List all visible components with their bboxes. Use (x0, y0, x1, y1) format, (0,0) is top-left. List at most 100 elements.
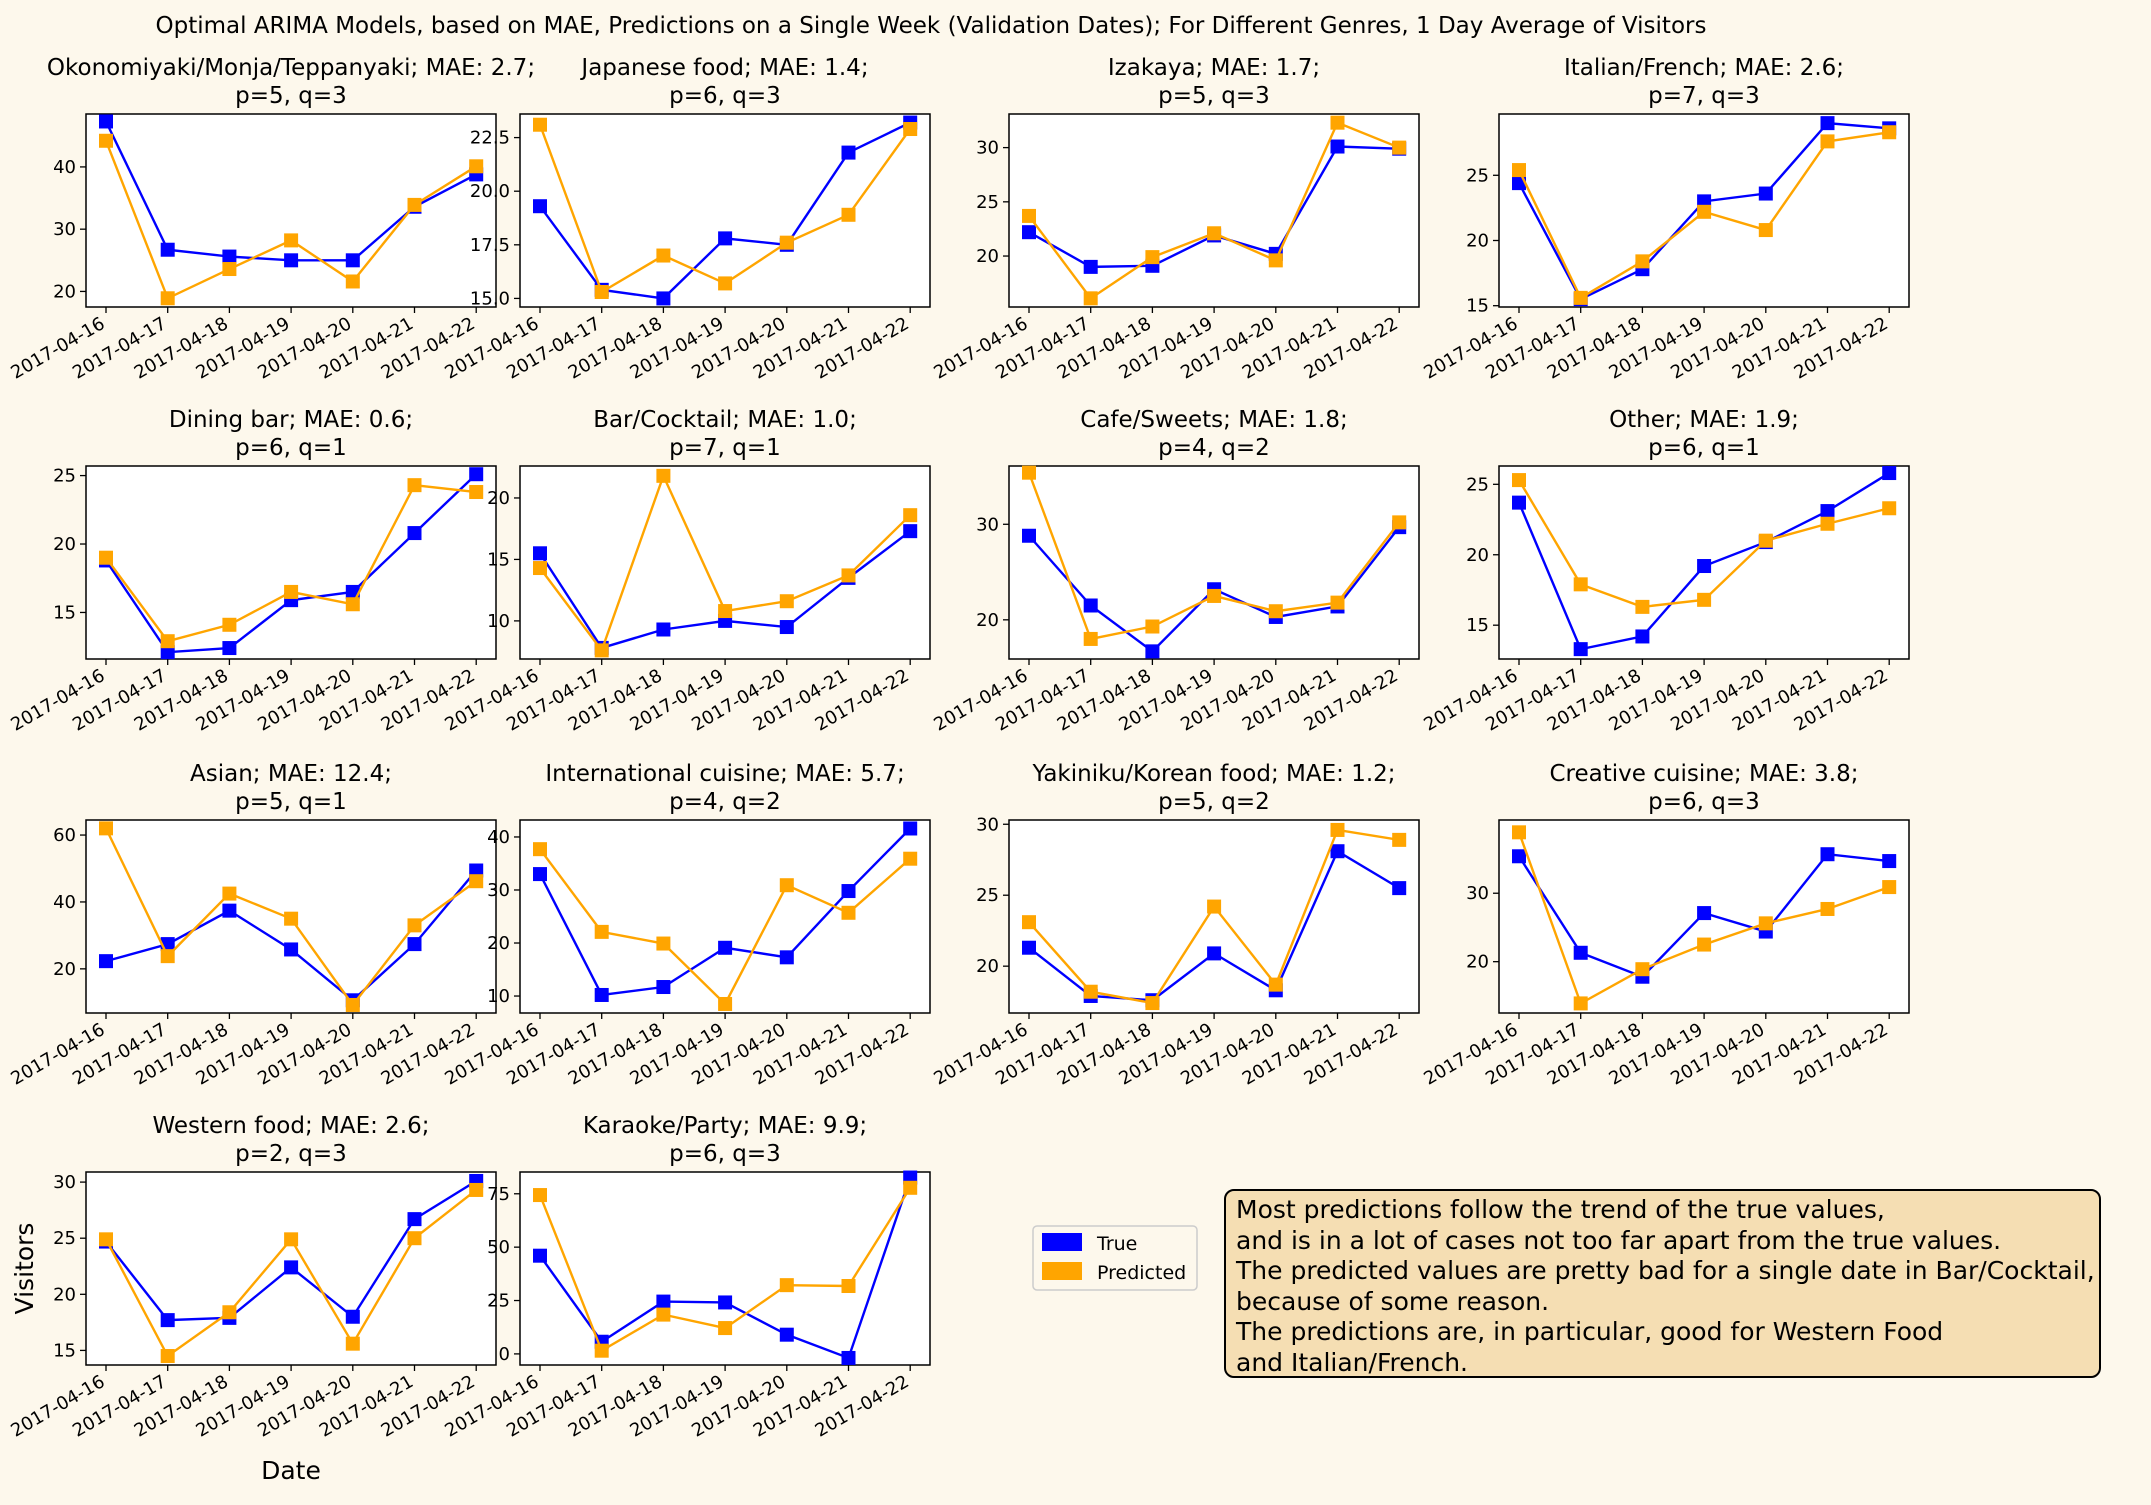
note-line-5: The predictions are, in particular, good… (1236, 1317, 1944, 1346)
chart-subtitle: p=4, q=2 (1158, 435, 1270, 461)
data-point (841, 568, 856, 583)
data-point (1512, 163, 1526, 178)
y-tick-label: 15 (1466, 615, 1489, 636)
plot-area (1008, 819, 1420, 1014)
chart-subtitle: p=5, q=2 (1158, 789, 1270, 815)
legend: True Predicted (1032, 1225, 1198, 1291)
chart-panel: Western food; MAE: 2.6;p=2, q=3152025302… (7, 1113, 497, 1485)
y-tick-label: 25 (53, 466, 76, 487)
data-point (407, 918, 422, 933)
y-tick-label: 20 (53, 281, 76, 302)
data-point (99, 133, 113, 148)
y-tick-label: 20 (487, 933, 510, 954)
data-point (469, 1182, 484, 1197)
plot-area (1008, 465, 1420, 660)
y-tick-label: 15.0 (470, 288, 510, 309)
data-point (1758, 533, 1773, 548)
chart-title: Italian/French; MAE: 2.6; (1564, 55, 1844, 81)
data-point (1635, 629, 1650, 644)
data-point (903, 122, 918, 137)
data-point (903, 1180, 918, 1195)
chart-title: Cafe/Sweets; MAE: 1.8; (1080, 407, 1347, 433)
y-tick-label: 20 (976, 610, 999, 631)
data-point (1083, 631, 1098, 646)
data-point (1512, 473, 1526, 488)
data-point (656, 291, 671, 306)
data-point (779, 620, 794, 635)
data-point (1697, 559, 1712, 574)
data-point (1820, 134, 1835, 149)
y-tick-label: 20 (1466, 230, 1489, 251)
y-tick-label: 20 (976, 956, 999, 977)
data-point (222, 617, 237, 632)
y-tick-label: 20 (1466, 952, 1489, 973)
data-point (469, 874, 484, 889)
chart-title: Japanese food; MAE: 1.4; (579, 55, 868, 81)
y-tick-label: 75 (487, 1184, 510, 1205)
data-point (594, 987, 609, 1002)
chart-title: Asian; MAE: 12.4; (190, 761, 392, 787)
chart-panel: Dining bar; MAE: 0.6;p=6, q=11520252017-… (7, 407, 497, 736)
chart-panel: Japanese food; MAE: 1.4;p=6, q=3 15.0 17.5… (441, 55, 931, 384)
data-point (903, 851, 918, 866)
chart-title: Okonomiyaki/Monja/Teppanyaki; MAE: 2.7; (47, 55, 535, 81)
data-point (718, 604, 733, 619)
y-tick-label: 25 (976, 885, 999, 906)
chart-panel: Karaoke/Party; MAE: 9.9;p=6, q=302550752… (441, 1113, 931, 1442)
data-point (99, 114, 113, 129)
data-point (1145, 250, 1160, 265)
plot-area (1008, 113, 1420, 308)
data-point (407, 197, 422, 212)
data-point (469, 467, 484, 482)
y-tick-label: 25 (1466, 165, 1489, 186)
chart-subtitle: p=6, q=1 (235, 435, 347, 461)
data-point (469, 485, 484, 500)
data-point (1882, 466, 1897, 481)
data-point (284, 1232, 299, 1247)
data-point (656, 936, 671, 951)
note-line-3: The predicted values are pretty bad for … (1236, 1256, 2095, 1285)
data-point (1022, 940, 1036, 955)
y-tick-label: 10 (487, 986, 510, 1007)
note-line-6: and Italian/French. (1236, 1347, 1469, 1377)
data-point (533, 199, 547, 214)
data-point (99, 1232, 113, 1247)
data-point (1268, 977, 1283, 992)
data-point (1882, 854, 1897, 869)
data-point (345, 1336, 360, 1351)
chart-subtitle: p=5, q=1 (235, 789, 347, 815)
data-point (1145, 619, 1160, 634)
data-point (656, 1307, 671, 1322)
chart-panel: Izakaya; MAE: 1.7;p=5, q=32025302017-04-… (930, 55, 1420, 384)
chart-subtitle: p=5, q=3 (1158, 83, 1270, 109)
chart-panel: Other; MAE: 1.9;p=6, q=11520252017-04-16… (1420, 407, 1910, 736)
data-point (841, 884, 856, 899)
data-point (1882, 880, 1897, 895)
y-tick-label: 0 (499, 1344, 510, 1365)
chart-panel: Asian; MAE: 12.4;p=5, q=12040602017-04-1… (7, 761, 497, 1090)
y-tick-label: 15 (1466, 296, 1489, 317)
data-point (1512, 849, 1526, 864)
data-point (407, 1212, 422, 1227)
y-tick-label: 25 (487, 1291, 510, 1312)
y-tick-label: 30 (53, 1172, 76, 1193)
data-point (160, 949, 175, 964)
plot-area (85, 465, 497, 660)
legend-label-true: True (1096, 1233, 1137, 1255)
data-point (533, 561, 547, 576)
y-tick-label: 25 (1466, 474, 1489, 495)
y-tick-label: 30 (1466, 883, 1489, 904)
data-point (903, 508, 918, 523)
data-point (160, 1313, 175, 1328)
y-tick-label: 40 (487, 827, 510, 848)
data-point (594, 643, 609, 658)
chart-title: Yakiniku/Korean food; MAE: 1.2; (1031, 761, 1395, 787)
data-point (99, 550, 113, 565)
data-point (1758, 223, 1773, 238)
y-tick-label: 20 (976, 246, 999, 267)
data-point (284, 1260, 299, 1275)
y-tick-label: 22.5 (470, 128, 510, 149)
data-point (1207, 899, 1222, 914)
data-point (594, 924, 609, 939)
data-point (160, 291, 175, 306)
